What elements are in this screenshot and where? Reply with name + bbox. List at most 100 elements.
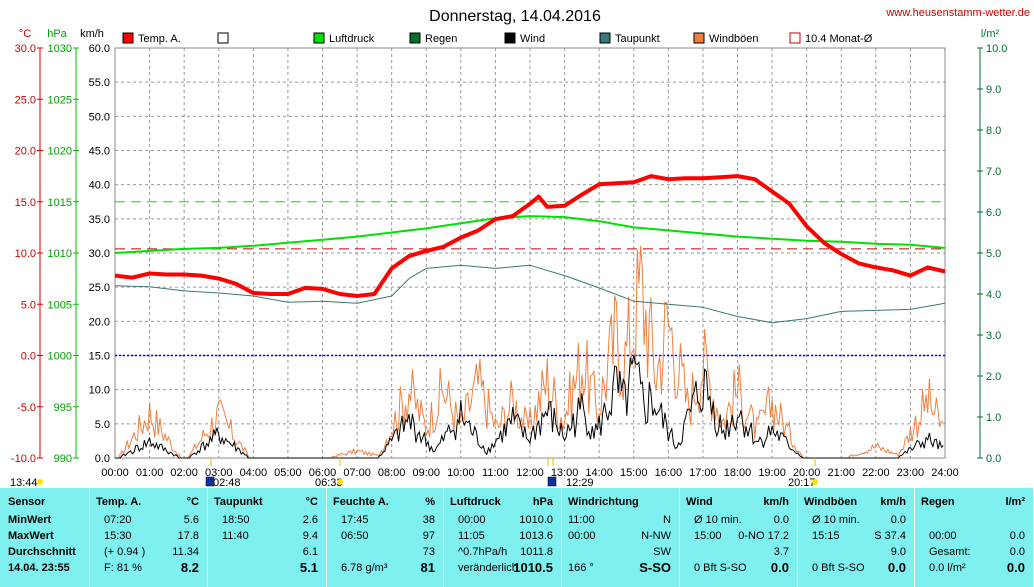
wind-tick: 60.0	[89, 43, 110, 55]
wind-tick: 25.0	[89, 282, 110, 294]
event-time: 20:17	[788, 477, 816, 488]
time-tick: 17:00	[689, 467, 717, 479]
stats-header: Windböen km/h	[798, 494, 914, 510]
stats-label: 06:50	[341, 530, 369, 542]
stats-label: 14.04. 23:55	[8, 562, 70, 574]
time-tick: 14:00	[585, 467, 613, 479]
stats-value: 9.0	[890, 546, 906, 558]
legend-swatch	[789, 32, 801, 44]
stats-header: Regen l/m²	[915, 494, 1033, 510]
stats-column: Windrichtung 11:00 N 00:00 N-NW SW 166 ° S-SO	[562, 488, 680, 587]
legend-label: Luftdruck	[329, 33, 375, 45]
wind-series	[115, 245, 944, 459]
stats-value: 1011.8	[520, 546, 553, 558]
pressure-tick: 1030	[48, 43, 72, 55]
rain-tick: 1.0	[986, 412, 1001, 424]
time-tick: 16:00	[655, 467, 683, 479]
stats-label: Windrichtung	[568, 496, 639, 508]
stats-label: 00:00	[458, 514, 486, 526]
stats-column: Feuchte A.% 17:45 38 06:50 97 73 6.78 g/m³ 81	[327, 488, 444, 587]
legend-swatch	[693, 32, 705, 44]
stats-value: km/h	[880, 496, 906, 508]
stats-row: ^0.7hPa/h 1011.8	[444, 544, 561, 560]
temp-tick: 15.0	[15, 197, 36, 209]
temp-tick: 5.0	[21, 299, 36, 311]
dewpoint-line	[114, 264, 946, 324]
stats-value: 6.1	[302, 546, 318, 558]
pressure-tick: 1000	[48, 351, 72, 363]
stats-header: Windrichtung	[562, 494, 679, 510]
stats-label: (+ 0.94 )	[104, 546, 146, 558]
pressure-tick: 990	[54, 453, 72, 465]
stats-row: 73	[327, 544, 443, 560]
stats-row: F: 81 % 8.2	[90, 560, 207, 576]
stats-row: 6.78 g/m³ 81	[327, 560, 443, 576]
sun-icon	[37, 479, 43, 485]
wind-tick: 0.0	[95, 453, 110, 465]
stats-header: Sensor	[0, 494, 89, 510]
weather-chart: Donnerstag, 14.04.2016 www.heusenstamm-w…	[10, 7, 1030, 488]
wind-tick: 10.0	[89, 385, 110, 397]
stats-row: 3.7	[680, 544, 797, 560]
stats-column: Windböen km/h Ø 10 min. 0.0 15:15 S 37.4 9.0 0 …	[798, 488, 915, 587]
stats-label: 00:00	[568, 530, 596, 542]
stats-value: 9.4	[302, 530, 318, 542]
stats-value: 0.0	[773, 514, 789, 526]
stats-row: 5.1	[208, 560, 326, 576]
rain-tick: 4.0	[986, 289, 1001, 301]
temp-unit: °C	[19, 28, 31, 40]
time-tick: 15:00	[620, 467, 648, 479]
stats-value: S 37.4	[874, 530, 906, 542]
stats-value: 0-NO 17.2	[738, 530, 789, 542]
stats-row: Durchschnitt	[0, 544, 89, 560]
time-tick: 24:00	[931, 467, 959, 479]
time-tick: 08:00	[378, 467, 406, 479]
time-tick: 13:00	[551, 467, 579, 479]
stats-row: MaxWert	[0, 528, 89, 544]
stats-row: 166 ° S-SO	[562, 560, 679, 576]
stats-column: Wind km/h Ø 10 min. 0.0 15:00 0-NO 17.2 3.7 0 B…	[680, 488, 798, 587]
stats-row: 00:00 0.0	[915, 528, 1033, 544]
stats-row: 9.0	[798, 544, 914, 560]
time-tick: 12:00	[516, 467, 544, 479]
stats-label: Ø 10 min.	[694, 514, 742, 526]
stats-row: SW	[562, 544, 679, 560]
stats-row: 11:05 1013.6	[444, 528, 561, 544]
stats-row: Gesamt: 0.0	[915, 544, 1033, 560]
stats-label: 6.78 g/m³	[341, 562, 388, 574]
stats-row: 06:50 97	[327, 528, 443, 544]
axis-ticks: 30.0 25.0 20.0 15.0 10.0 5.0 0.0 -5.0 -10.0 1030 1…	[11, 43, 1008, 479]
stats-header: Taupunkt °C	[208, 494, 326, 510]
stats-value: 1010.0	[519, 514, 553, 526]
rain-tick: 6.0	[986, 207, 1001, 219]
stats-value: N	[663, 514, 671, 526]
pressure-line	[114, 215, 946, 254]
stats-value: °C	[186, 496, 199, 508]
stats-label: 0 Bft S-SO	[812, 562, 865, 574]
stats-value: 97	[422, 530, 435, 542]
temp-tick: 30.0	[15, 43, 36, 55]
pressure-tick: 1010	[48, 248, 72, 260]
stats-header: Temp. A. °C	[90, 494, 207, 510]
time-tick: 04:00	[240, 467, 268, 479]
rain-tick: 10.0	[986, 43, 1007, 55]
legend-swatch	[599, 32, 611, 44]
stats-value: 0.0	[1009, 530, 1025, 542]
stats-value: °C	[305, 496, 318, 508]
stats-value: S-SO	[639, 560, 671, 575]
site-link[interactable]: www.heusenstamm-wetter.de	[885, 7, 1030, 19]
stats-row: Ø 10 min. 0.0	[680, 512, 797, 528]
time-tick: 07:00	[343, 467, 371, 479]
rain-tick: 0.0	[986, 453, 1001, 465]
stats-column: Temp. A. °C 07:20 5.6 15:30 17.8 (+ 0.94 ) 11.3…	[90, 488, 208, 587]
stats-label: 0.0 l/m²	[929, 562, 966, 574]
wind-tick: 20.0	[89, 316, 110, 328]
sun-icon	[812, 479, 818, 485]
time-tick: 23:00	[897, 467, 925, 479]
stats-row: 15:30 17.8	[90, 528, 207, 544]
event-time: 06:33	[315, 477, 343, 488]
legend-label: Taupunkt	[615, 33, 660, 45]
stats-row: 18:50 2.6	[208, 512, 326, 528]
rain-unit: l/m²	[981, 28, 1000, 40]
stats-row: 6.1	[208, 544, 326, 560]
